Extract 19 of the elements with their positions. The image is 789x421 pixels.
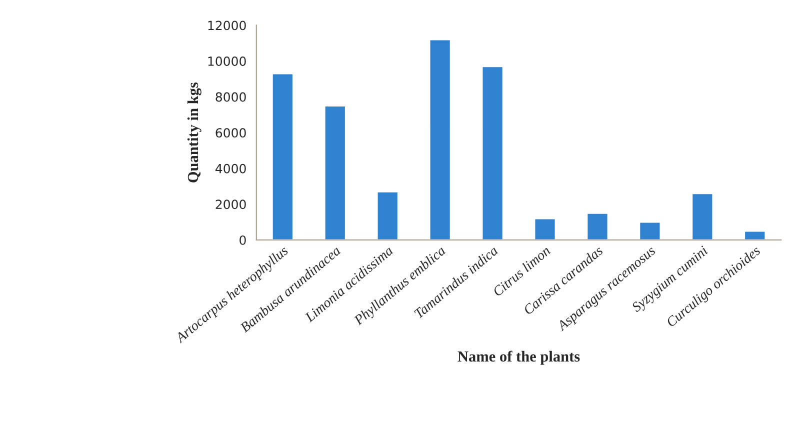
bar: [638, 221, 662, 240]
bar: [428, 38, 452, 240]
bar: [534, 218, 556, 240]
y-tick-label: 0: [240, 235, 246, 245]
y-tick-label: 8000: [216, 92, 246, 102]
bar: [324, 105, 346, 240]
bar: [376, 190, 399, 240]
bar: [481, 66, 504, 240]
y-tick-label: 12000: [208, 20, 246, 30]
y-tick-label: 4000: [216, 164, 246, 174]
bar: [744, 230, 766, 240]
y-tick-label: 2000: [216, 200, 246, 210]
bar: [271, 72, 294, 240]
y-tick-label: 10000: [208, 56, 246, 66]
y-axis-title: Quantity in kgs: [187, 82, 202, 182]
y-tick-label: 6000: [216, 128, 246, 138]
bar: [586, 212, 609, 240]
x-axis-title: Name of the plants: [458, 350, 580, 365]
bar: [691, 192, 714, 240]
